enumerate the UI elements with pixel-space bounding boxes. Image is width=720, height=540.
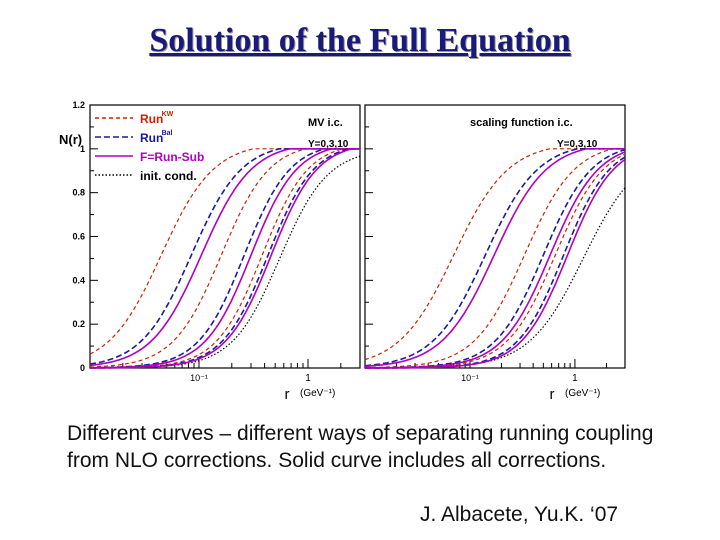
curve-bal-8 bbox=[365, 156, 626, 369]
y-tick-label: 1.2 bbox=[72, 100, 85, 110]
slide-title: Solution of the Full Equation bbox=[149, 22, 571, 59]
y-axis-label: N(r) bbox=[59, 132, 82, 147]
x-axis-unit: (GeV⁻¹) bbox=[565, 388, 600, 399]
panel-label: scaling function i.c. bbox=[470, 117, 573, 129]
y-tick-label: 0.6 bbox=[72, 232, 85, 242]
x-axis-label: r bbox=[550, 386, 555, 403]
x-axis-unit: (GeV⁻¹) bbox=[300, 388, 335, 399]
curve-full-9 bbox=[365, 158, 626, 369]
y-tick-label: 1 bbox=[80, 144, 85, 154]
legend-label-1: Run bbox=[140, 131, 163, 145]
legend-label-2: F=Run-Sub bbox=[140, 150, 204, 164]
legend-sup-0: KW bbox=[162, 111, 174, 118]
y-tick-label: 0.4 bbox=[72, 275, 85, 285]
solution-chart: 10⁻¹ 1 r (GeV⁻¹) 0 0.2 0.4 0.6 0.8 1 1.2 MV i.c. Y=0… bbox=[59, 100, 626, 403]
rapidity-label: Y=0,3,10 bbox=[308, 139, 349, 150]
y-tick-label: 0.2 bbox=[72, 319, 85, 329]
curve-kw-1 bbox=[365, 148, 625, 369]
curve-full-9 bbox=[90, 148, 360, 369]
curve-bal-2 bbox=[364, 148, 626, 369]
rapidity-label: Y=0,3,10 bbox=[557, 139, 598, 150]
panel-label: MV i.c. bbox=[308, 117, 343, 129]
x-tick-label: 1 bbox=[305, 373, 311, 384]
x-axis-label: r bbox=[285, 386, 290, 403]
x-tick-label: 10⁻¹ bbox=[461, 373, 479, 383]
y-tick-label: 0 bbox=[80, 363, 85, 373]
x-tick-label: 10⁻¹ bbox=[190, 373, 208, 383]
curve-full-6 bbox=[89, 148, 360, 367]
caption-text: Different curves – different ways of sep… bbox=[67, 422, 654, 472]
legend-label-0: Run bbox=[140, 112, 163, 126]
curve-full-6 bbox=[364, 148, 625, 368]
x-tick-label: 1 bbox=[572, 373, 578, 384]
y-tick-label: 0.8 bbox=[72, 188, 85, 198]
credit-text: J. Albacete, Yu.K. ‘07 bbox=[420, 503, 619, 526]
curve-bal-5 bbox=[364, 148, 625, 367]
legend-label-3: init. cond. bbox=[140, 169, 197, 183]
legend-sup-1: Bal bbox=[162, 130, 173, 137]
